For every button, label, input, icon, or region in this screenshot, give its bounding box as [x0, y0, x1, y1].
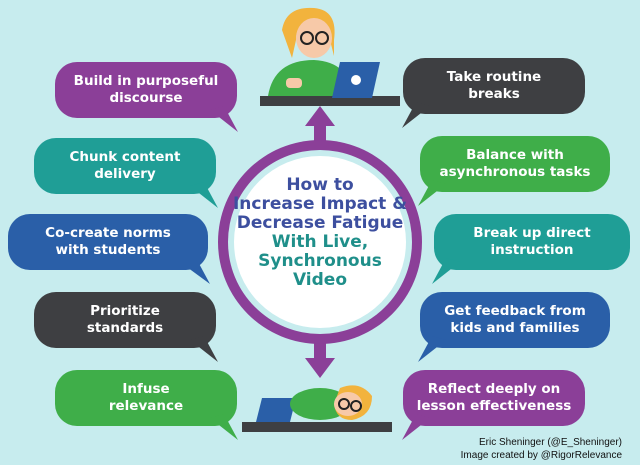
tip-break-up-instruction: Break up direct instruction: [473, 225, 591, 258]
title-line-5: Synchronous: [258, 251, 382, 272]
title-line-2: Increase Impact &: [232, 194, 408, 215]
credit-author: Eric Sheninger (@E_Sheninger): [478, 437, 622, 448]
bubble-left-3: [8, 214, 210, 284]
tip-reflect-deeply: Reflect deeply on lesson effectiveness: [416, 381, 572, 414]
bubble-right-2: [418, 136, 610, 206]
tip-prioritize-standards: Prioritize standards: [86, 303, 164, 336]
bubble-right-1: [402, 58, 585, 128]
title-line-3: Decrease Fatigue: [236, 213, 404, 234]
tired-person-illustration: [242, 385, 392, 432]
tip-chunk-content: Chunk content delivery: [69, 149, 181, 182]
tip-asynchronous-tasks: Balance with asynchronous tasks: [439, 147, 591, 180]
center-title: How to Increase Impact & Decrease Fatigu…: [232, 175, 408, 291]
bubble-right-3: [432, 214, 630, 284]
tip-infuse-relevance: Infuse relevance: [108, 381, 184, 414]
tip-co-create-norms: Co-create norms with students: [45, 225, 171, 258]
bubble-left-5: [55, 370, 238, 440]
title-line-4: With Live,: [271, 232, 369, 253]
bubble-left-1: [55, 62, 238, 132]
credit-designer: Image created by @RigorRelevance: [460, 450, 622, 461]
title-line-1: How to: [286, 175, 354, 195]
tip-routine-breaks: Take routine breaks: [446, 69, 542, 102]
title-line-6: Video: [292, 270, 348, 291]
center-disc: [234, 156, 406, 328]
tip-get-feedback: Get feedback from kids and families: [444, 303, 586, 336]
bubble-left-4: [34, 292, 218, 362]
bubble-left-2: [34, 138, 218, 208]
person-at-laptop-illustration: [260, 7, 400, 106]
tip-purposeful-discourse: Build in purposeful discourse: [73, 73, 219, 106]
bubble-right-4: [418, 292, 610, 362]
bubble-right-5: [402, 370, 585, 440]
